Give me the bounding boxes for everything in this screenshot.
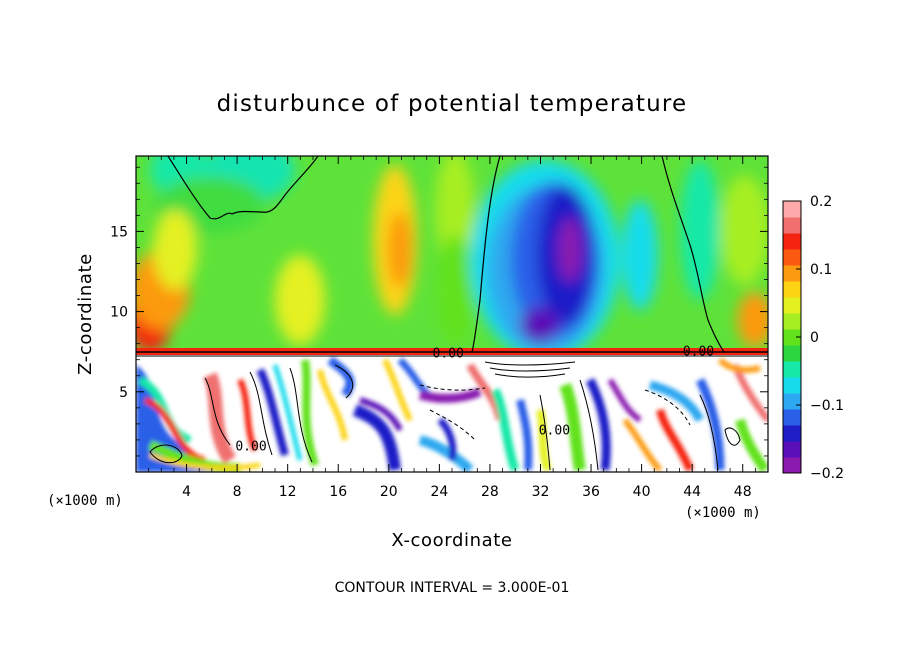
colorbar-swatch bbox=[783, 281, 801, 298]
x-tick-label: 8 bbox=[233, 484, 242, 500]
colorbar-swatch bbox=[783, 233, 801, 250]
x-unit-right: (×1000 m) bbox=[685, 505, 761, 521]
plot-area: 0.00 0.00 0.00 0.00 bbox=[136, 156, 768, 472]
colorbar-ticks: 0.2 0.1 0 −0.1 −0.2 bbox=[796, 194, 844, 482]
colorbar-swatch bbox=[783, 313, 801, 330]
colorbar-swatch bbox=[783, 457, 801, 474]
contour-interval-text: CONTOUR INTERVAL = 3.000E-01 bbox=[335, 580, 570, 596]
colorbar-swatch bbox=[783, 217, 801, 234]
x-tick-label: 28 bbox=[481, 484, 499, 500]
x-tick-label: 20 bbox=[380, 484, 398, 500]
y-tick-label: 10 bbox=[110, 305, 128, 321]
colorbar-swatch bbox=[783, 345, 801, 362]
x-ticks: 4 8 12 16 20 24 28 32 36 40 44 48 bbox=[148, 156, 756, 500]
colorbar-swatch bbox=[783, 425, 801, 442]
x-tick-label: 32 bbox=[532, 484, 550, 500]
colorbar-tick-label: 0.2 bbox=[810, 194, 832, 210]
upper-contour-left bbox=[167, 156, 319, 220]
x-tick-label: 36 bbox=[582, 484, 600, 500]
colorbar-swatch bbox=[783, 249, 801, 266]
contour-label: 0.00 bbox=[683, 345, 714, 360]
colorbar-swatch bbox=[783, 441, 801, 458]
lower-field bbox=[136, 356, 768, 472]
colorbar-tick-label: −0.1 bbox=[810, 398, 844, 414]
x-tick-label: 12 bbox=[279, 484, 297, 500]
x-tick-label: 24 bbox=[430, 484, 448, 500]
colorbar-swatch bbox=[783, 393, 801, 410]
y-tick-label: 5 bbox=[119, 385, 128, 401]
contour-label: 0.00 bbox=[433, 346, 464, 361]
chart-title: disturbunce of potential temperature bbox=[217, 91, 688, 117]
y-tick-label: 15 bbox=[110, 224, 128, 240]
y-axis-title: Z-coordinate bbox=[75, 253, 96, 375]
colorbar-swatch bbox=[783, 377, 801, 394]
x-tick-label: 44 bbox=[683, 484, 701, 500]
colorbar-swatch bbox=[783, 297, 801, 314]
colorbar-tick-label: 0 bbox=[810, 330, 819, 346]
colorbar-swatch bbox=[783, 201, 801, 218]
contour-label: 0.00 bbox=[235, 439, 266, 454]
x-unit-left: (×1000 m) bbox=[47, 493, 123, 509]
colorbar-swatch bbox=[783, 409, 801, 426]
x-tick-label: 40 bbox=[633, 484, 651, 500]
x-tick-label: 4 bbox=[182, 484, 191, 500]
upper-contour-center bbox=[471, 156, 501, 353]
contour-label: 0.00 bbox=[539, 423, 570, 438]
upper-contour-right bbox=[661, 156, 725, 353]
y-ticks: 5 10 15 bbox=[110, 166, 768, 457]
colorbar-swatch bbox=[783, 361, 801, 378]
colorbar-tick-label: −0.2 bbox=[810, 466, 844, 482]
colorbar-tick-label: 0.1 bbox=[810, 262, 832, 278]
x-tick-label: 48 bbox=[734, 484, 752, 500]
colorbar-swatch bbox=[783, 265, 801, 282]
x-axis-title: X-coordinate bbox=[391, 530, 512, 551]
lower-contours bbox=[149, 361, 741, 471]
x-tick-label: 16 bbox=[329, 484, 347, 500]
contour-labels: 0.00 0.00 0.00 0.00 bbox=[235, 345, 714, 455]
upper-field bbox=[136, 156, 768, 360]
colorbar-swatch bbox=[783, 329, 801, 346]
